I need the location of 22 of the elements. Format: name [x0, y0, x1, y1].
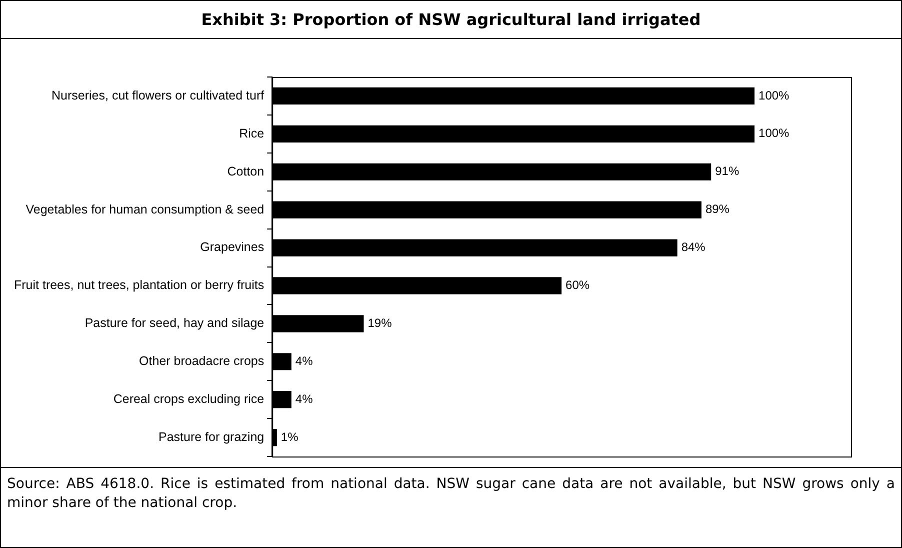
chart-title: Exhibit 3: Proportion of NSW agricultural land irrigated	[1, 1, 901, 39]
y-tick-label: Nurseries, cut flowers or cultivated turf	[52, 88, 265, 102]
y-tick-label: Vegetables for human consumption & seed	[26, 202, 264, 216]
y-tick-label: Grapevines	[200, 240, 264, 254]
y-tick-label: Pasture for seed, hay and silage	[84, 316, 264, 330]
y-tick-label: Other broadacre crops	[139, 354, 264, 368]
data-label: 4%	[295, 354, 314, 368]
y-tick-label: Fruit trees, nut trees, plantation or berry fruits	[14, 278, 264, 292]
data-label: 89%	[705, 202, 730, 216]
y-tick-label: Cereal crops excluding rice	[113, 392, 264, 406]
data-label: 100%	[758, 88, 790, 102]
source-note: Source: ABS 4618.0. Rice is estimated from national data. NSW sugar cane data are not available, but NSW grows only a minor share of the national crop.	[1, 467, 901, 547]
y-tick-label: Rice	[239, 126, 264, 140]
data-label: 60%	[566, 278, 590, 292]
data-label: 19%	[368, 316, 392, 330]
data-label: 4%	[295, 392, 314, 406]
y-tick-label: Cotton	[227, 164, 264, 178]
y-tick-label: Pasture for grazing	[158, 430, 264, 444]
data-label: 84%	[681, 240, 706, 254]
data-label: 100%	[758, 126, 790, 140]
data-label: 1%	[280, 430, 299, 444]
data-label: 91%	[715, 164, 740, 178]
